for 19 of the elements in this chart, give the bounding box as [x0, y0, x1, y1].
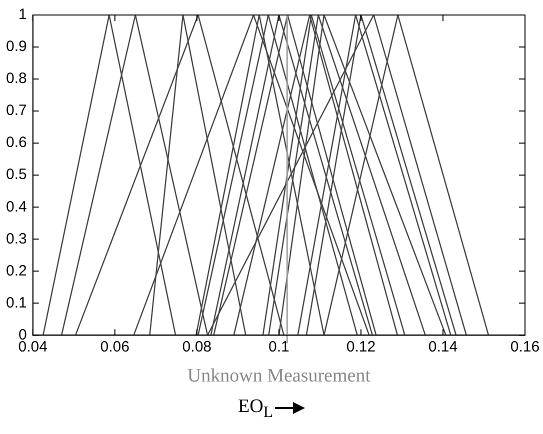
y-tick-label: 0.3: [6, 230, 27, 248]
x-axis-title: Unknown Measurement: [187, 366, 372, 387]
y-tick-label: 0.8: [6, 70, 27, 88]
x-tick-label: 0.12: [346, 338, 376, 356]
x-tick-label: 0.04: [18, 338, 48, 356]
y-tick-label: 0.9: [6, 38, 27, 56]
y-tick-label: 1: [18, 6, 27, 24]
x-tick-label: 0.16: [510, 338, 540, 356]
y-tick-label: 0.4: [6, 198, 27, 216]
x-tick-label: 0.1: [268, 338, 290, 356]
text: EO$_{L}$: [238, 396, 273, 421]
y-tick-label: 0.2: [6, 262, 27, 280]
y-tick-label: 0.6: [6, 134, 27, 152]
x-tick-label: 0.08: [182, 338, 212, 356]
x-tick-label: 0.14: [428, 338, 458, 356]
y-tick-label: 0.5: [6, 166, 27, 184]
x-tick-label: 0.06: [100, 338, 130, 356]
y-tick-label: 0.7: [6, 102, 27, 120]
y-tick-label: 0.1: [6, 294, 27, 312]
